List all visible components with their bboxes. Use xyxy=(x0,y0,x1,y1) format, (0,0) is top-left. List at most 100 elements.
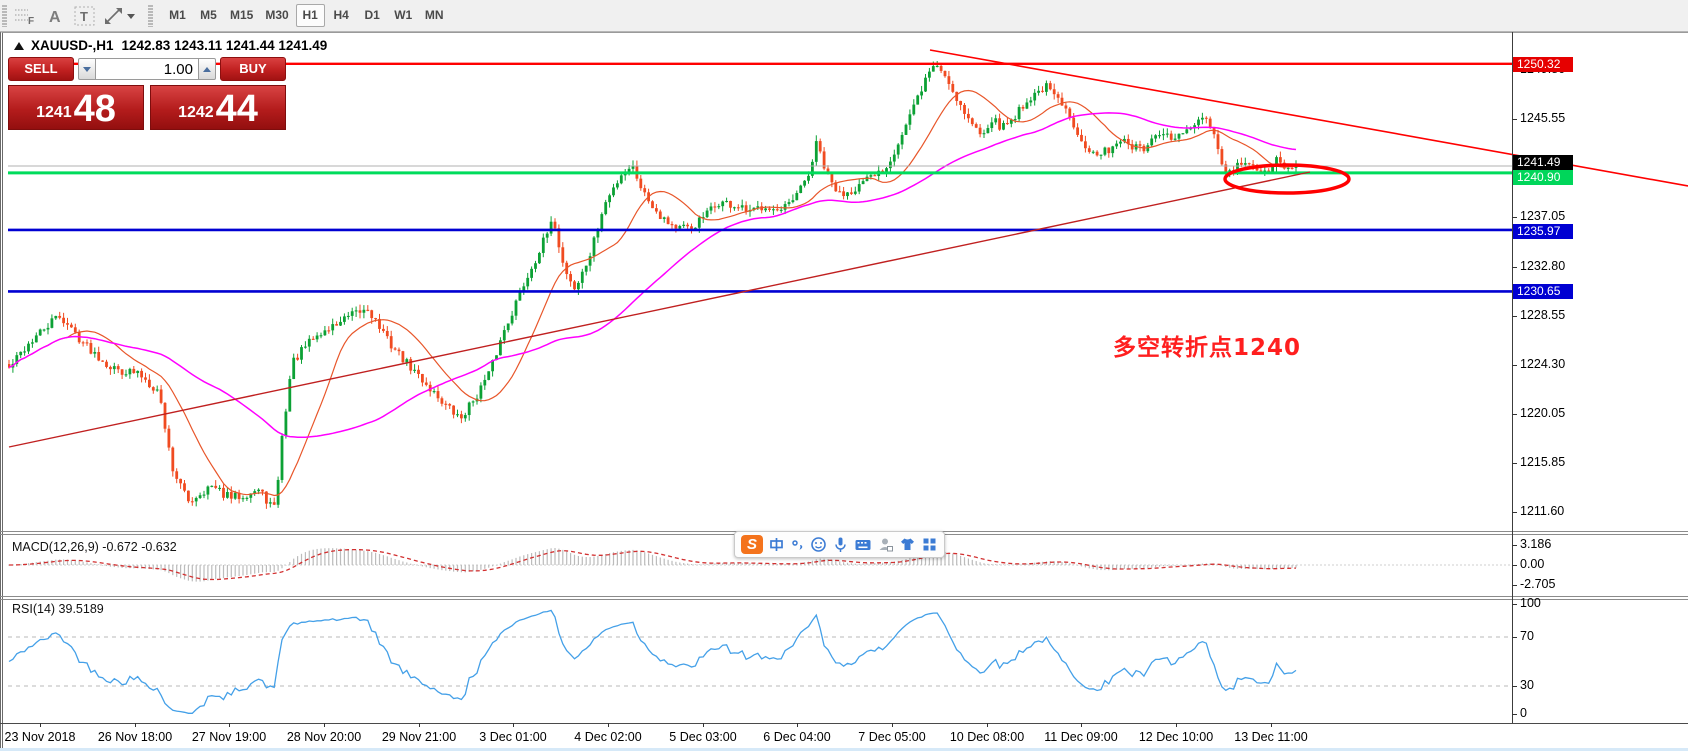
time-tick-mark xyxy=(608,723,609,727)
toolbar-grip[interactable] xyxy=(2,4,7,27)
volume-increase-button[interactable] xyxy=(198,58,216,80)
price-badge: 1240.90 xyxy=(1513,169,1573,185)
volume-input[interactable] xyxy=(96,58,198,80)
time-tick-mark xyxy=(513,723,514,727)
account-icon[interactable] xyxy=(877,536,894,553)
buy-price-tile[interactable]: 1242 44 xyxy=(150,85,286,130)
price-badge: 1250.32 xyxy=(1513,56,1573,72)
price-tick-label: 1232.80 xyxy=(1520,259,1566,273)
ohlc-values: 1242.83 1243.11 1241.44 1241.49 xyxy=(121,38,328,53)
rsi-scale-label: 70 xyxy=(1520,629,1534,643)
time-axis-label: 28 Nov 20:00 xyxy=(286,730,362,744)
time-tick-mark xyxy=(1081,723,1082,727)
skin-icon[interactable] xyxy=(899,536,916,553)
pane-splitter-rsi-2 xyxy=(0,599,1688,600)
time-axis-label: 6 Dec 04:00 xyxy=(763,730,831,744)
price-tick-label: 1245.55 xyxy=(1520,111,1566,125)
tf-h4[interactable]: H4 xyxy=(333,8,349,22)
one-click-trading-panel: SELL BUY 1241 48 1242 44 xyxy=(8,57,286,130)
punctuation-icon[interactable] xyxy=(790,536,805,553)
macd-scale-label: 0.00 xyxy=(1520,557,1545,571)
time-tick-mark xyxy=(987,723,988,727)
price-tick-label: 1228.55 xyxy=(1520,308,1566,322)
time-axis-label: 10 Dec 08:00 xyxy=(949,730,1025,744)
price-tick-mark xyxy=(1512,414,1517,415)
time-tick-mark xyxy=(703,723,704,727)
tf-mn[interactable]: MN xyxy=(424,8,444,22)
time-axis-label: 4 Dec 02:00 xyxy=(574,730,642,744)
price-badge: 1235.97 xyxy=(1513,223,1573,239)
chinese-mode-icon[interactable] xyxy=(768,536,785,553)
microphone-icon[interactable] xyxy=(832,536,849,553)
price-tick-label: 1237.05 xyxy=(1520,209,1566,223)
time-axis-label: 7 Dec 05:00 xyxy=(858,730,926,744)
price-tick-mark xyxy=(1512,217,1517,218)
time-tick-mark xyxy=(324,723,325,727)
time-axis-label: 23 Nov 2018 xyxy=(4,730,76,744)
volume-decrease-button[interactable] xyxy=(78,58,96,80)
price-tick-label: 1215.85 xyxy=(1520,455,1566,469)
macd-scale-label: -2.705 xyxy=(1520,577,1556,591)
time-axis-label: 3 Dec 01:00 xyxy=(479,730,547,744)
tf-d1[interactable]: D1 xyxy=(364,8,380,22)
svg-text:F: F xyxy=(28,16,34,26)
macd-scale-tick xyxy=(1512,565,1517,566)
tf-h1[interactable]: H1 xyxy=(295,4,325,27)
tf-m5[interactable]: M5 xyxy=(200,8,217,22)
svg-text:A: A xyxy=(49,9,61,26)
tf-w1[interactable]: W1 xyxy=(394,8,413,22)
rsi-scale-tick xyxy=(1512,686,1517,687)
pane-splitter-rsi[interactable] xyxy=(0,596,1688,597)
tf-m30[interactable]: M30 xyxy=(265,8,289,22)
buy-price-small: 1242 xyxy=(178,104,214,121)
time-axis-label: 12 Dec 10:00 xyxy=(1138,730,1214,744)
macd-scale-label: 3.186 xyxy=(1520,537,1552,551)
time-tick-mark xyxy=(1176,723,1177,727)
text-label-tool-icon[interactable]: A xyxy=(41,4,69,28)
tf-m1[interactable]: M1 xyxy=(169,8,186,22)
time-axis-border xyxy=(0,723,1688,724)
chart-surface[interactable] xyxy=(0,32,1688,751)
price-scale-border xyxy=(1512,32,1513,723)
ime-toolbar: S xyxy=(734,531,945,558)
toolbox-icon[interactable] xyxy=(921,536,938,553)
time-tick-mark xyxy=(892,723,893,727)
rsi-scale-label: 100 xyxy=(1520,596,1541,610)
sell-button[interactable]: SELL xyxy=(8,57,74,81)
top-toolbar: F A T M1 M5 M15 M30 H1 H4 xyxy=(0,0,1688,32)
time-axis-label: 29 Nov 21:00 xyxy=(381,730,457,744)
price-tick-label: 1220.05 xyxy=(1520,406,1566,420)
sell-price-small: 1241 xyxy=(36,104,72,121)
price-tick-mark xyxy=(1512,316,1517,317)
sell-price-big: 48 xyxy=(73,88,116,130)
keyboard-icon[interactable] xyxy=(854,536,872,553)
time-tick-mark xyxy=(1271,723,1272,727)
arrows-tool-icon[interactable] xyxy=(101,4,139,28)
collapse-triangle-icon[interactable] xyxy=(14,41,24,50)
rsi-scale-tick xyxy=(1512,604,1517,605)
text-tool-icon[interactable]: T xyxy=(71,4,99,28)
time-tick-mark xyxy=(797,723,798,727)
emoji-icon[interactable] xyxy=(810,536,827,553)
sogou-logo[interactable]: S xyxy=(741,535,763,554)
chart-text-annotation: 多空转折点1240 xyxy=(1113,335,1302,361)
buy-price-big: 44 xyxy=(215,88,258,130)
rsi-scale-label: 0 xyxy=(1520,706,1527,720)
timeframe-grip[interactable] xyxy=(148,4,153,27)
buy-button[interactable]: BUY xyxy=(220,57,286,81)
sell-price-tile[interactable]: 1241 48 xyxy=(8,85,144,130)
time-axis-label: 13 Dec 11:00 xyxy=(1234,730,1308,744)
tf-m15[interactable]: M15 xyxy=(230,8,254,22)
macd-label: MACD(12,26,9) -0.672 -0.632 xyxy=(12,540,177,554)
f-lines-tool-icon[interactable]: F xyxy=(11,4,39,28)
price-tick-mark xyxy=(1512,512,1517,513)
time-axis-label: 27 Nov 19:00 xyxy=(191,730,267,744)
price-badge: 1241.49 xyxy=(1513,154,1573,170)
price-badge: 1230.65 xyxy=(1513,283,1573,299)
tools-dropdown-caret xyxy=(127,13,135,19)
price-tick-label: 1224.30 xyxy=(1520,357,1566,371)
svg-text:T: T xyxy=(80,9,88,24)
chart-title-row: XAUUSD-,H1 1242.83 1243.11 1241.44 1241.… xyxy=(14,38,335,53)
time-tick-mark xyxy=(419,723,420,727)
